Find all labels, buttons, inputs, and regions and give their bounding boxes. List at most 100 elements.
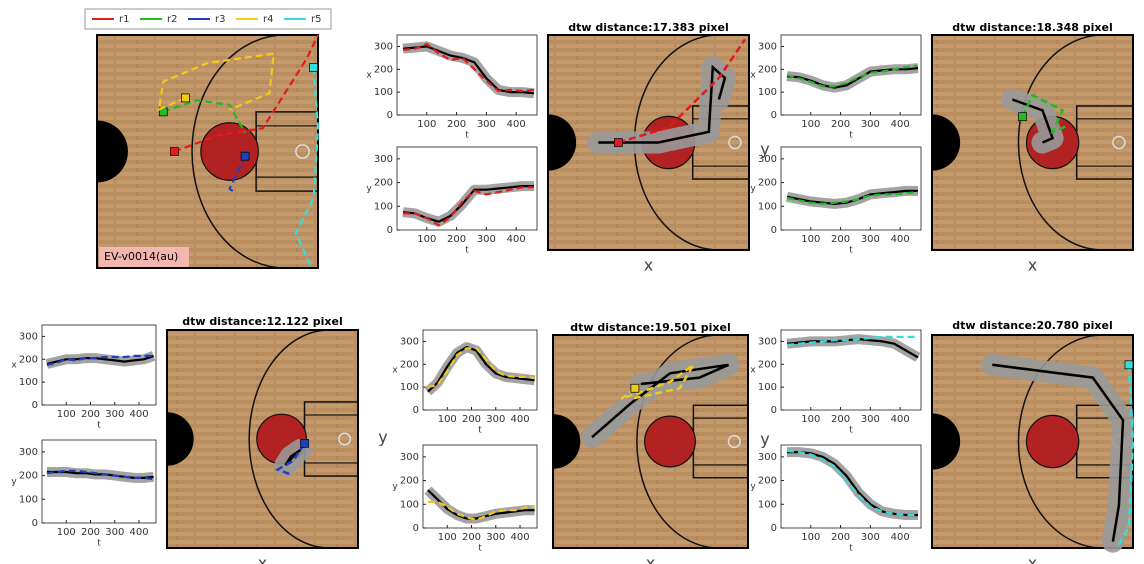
y-tick-label: 200 bbox=[400, 476, 419, 487]
y-tick-label: 300 bbox=[758, 336, 777, 347]
y-axis-label: y bbox=[392, 482, 398, 492]
free-throw-circle bbox=[201, 123, 258, 180]
figure: r1r2r3r4r5EV-v0014(au)dtw distance:17.38… bbox=[0, 0, 1144, 564]
y-tick-label: 100 bbox=[400, 382, 419, 393]
y-tick-label: 200 bbox=[758, 359, 777, 370]
legend-label: r1 bbox=[119, 14, 129, 25]
y-tick-label: 200 bbox=[374, 178, 393, 189]
y-tick-label: 100 bbox=[374, 201, 393, 212]
y-tick-label: 300 bbox=[19, 331, 38, 342]
legend-label: r3 bbox=[215, 14, 225, 25]
y-tick-label: 0 bbox=[387, 225, 393, 236]
y-tick-label: 0 bbox=[413, 523, 419, 534]
start-marker bbox=[1018, 113, 1026, 121]
court-x-label: x bbox=[258, 554, 267, 564]
y-tick-label: 300 bbox=[374, 41, 393, 52]
x-tick-label: 100 bbox=[801, 234, 820, 245]
y-axis-label: x bbox=[750, 71, 756, 81]
x-tick-label: 300 bbox=[477, 234, 496, 245]
x-tick-label: 300 bbox=[861, 532, 880, 543]
start-marker bbox=[631, 384, 639, 392]
x-tick-label: 100 bbox=[57, 409, 76, 420]
panel-title: dtw distance:12.122 pixel bbox=[182, 315, 342, 328]
y-tick-label: 200 bbox=[758, 64, 777, 75]
y-tick-label: 300 bbox=[19, 447, 38, 458]
x-axis-label: t bbox=[465, 246, 469, 256]
y-tick-label: 200 bbox=[758, 476, 777, 487]
court-x-label: x bbox=[1028, 554, 1037, 564]
x-tick-label: 300 bbox=[486, 414, 505, 425]
start-marker bbox=[181, 94, 189, 102]
x-tick-label: 200 bbox=[447, 234, 466, 245]
start-marker bbox=[614, 139, 622, 147]
x-tick-label: 100 bbox=[801, 414, 820, 425]
x-tick-label: 400 bbox=[507, 234, 526, 245]
y-tick-label: 200 bbox=[374, 64, 393, 75]
panel-title: dtw distance:17.383 pixel bbox=[568, 21, 728, 34]
x-tick-label: 300 bbox=[486, 532, 505, 543]
x-tick-label: 200 bbox=[462, 414, 481, 425]
court-x-label: x bbox=[644, 256, 653, 275]
x-tick-label: 300 bbox=[105, 527, 124, 538]
y-tick-label: 100 bbox=[758, 382, 777, 393]
x-tick-label: 400 bbox=[891, 414, 910, 425]
x-tick-label: 100 bbox=[57, 527, 76, 538]
legend-label: r4 bbox=[263, 14, 273, 25]
x-tick-label: 200 bbox=[462, 532, 481, 543]
y-tick-label: 300 bbox=[758, 154, 777, 165]
y-tick-label: 200 bbox=[19, 354, 38, 365]
y-tick-label: 300 bbox=[758, 41, 777, 52]
free-throw-circle bbox=[1026, 415, 1078, 467]
x-tick-label: 300 bbox=[105, 409, 124, 420]
y-tick-label: 300 bbox=[400, 452, 419, 463]
y-tick-label: 300 bbox=[374, 154, 393, 165]
x-tick-label: 300 bbox=[477, 119, 496, 130]
x-axis-label: t bbox=[97, 421, 101, 431]
x-tick-label: 100 bbox=[438, 414, 457, 425]
panel-title: dtw distance:20.780 pixel bbox=[952, 319, 1112, 332]
y-axis-label: y bbox=[750, 482, 756, 492]
y-tick-label: 0 bbox=[387, 110, 393, 121]
y-axis-label: y bbox=[366, 184, 372, 194]
x-tick-label: 400 bbox=[891, 119, 910, 130]
x-tick-label: 200 bbox=[447, 119, 466, 130]
x-tick-label: 400 bbox=[510, 532, 529, 543]
court-x-label: x bbox=[1028, 256, 1037, 275]
x-tick-label: 300 bbox=[861, 119, 880, 130]
y-tick-label: 300 bbox=[400, 336, 419, 347]
start-marker bbox=[241, 152, 249, 160]
x-tick-label: 400 bbox=[891, 532, 910, 543]
y-tick-label: 0 bbox=[771, 405, 777, 416]
y-tick-label: 200 bbox=[19, 471, 38, 482]
y-tick-label: 200 bbox=[400, 359, 419, 370]
court-y-label: y bbox=[760, 430, 769, 449]
y-tick-label: 0 bbox=[413, 405, 419, 416]
start-marker bbox=[301, 439, 309, 447]
x-axis-label: t bbox=[97, 539, 101, 549]
x-tick-label: 400 bbox=[129, 409, 148, 420]
y-tick-label: 200 bbox=[758, 178, 777, 189]
x-tick-label: 300 bbox=[861, 414, 880, 425]
y-tick-label: 0 bbox=[771, 225, 777, 236]
court-x-label: x bbox=[646, 554, 655, 564]
x-tick-label: 200 bbox=[831, 532, 850, 543]
y-tick-label: 100 bbox=[374, 87, 393, 98]
overview-label: EV-v0014(au) bbox=[104, 250, 178, 263]
legend-label: r5 bbox=[311, 14, 321, 25]
x-tick-label: 200 bbox=[81, 409, 100, 420]
start-marker bbox=[310, 64, 318, 72]
x-axis-label: t bbox=[478, 544, 482, 554]
x-tick-label: 100 bbox=[417, 234, 436, 245]
y-tick-label: 100 bbox=[400, 499, 419, 510]
y-axis-label: x bbox=[392, 366, 398, 376]
y-tick-label: 0 bbox=[771, 523, 777, 534]
x-axis-label: t bbox=[849, 544, 853, 554]
x-tick-label: 100 bbox=[801, 532, 820, 543]
court-y-label: y bbox=[378, 428, 387, 447]
y-tick-label: 100 bbox=[19, 377, 38, 388]
y-axis-label: x bbox=[750, 366, 756, 376]
free-throw-circle bbox=[645, 416, 696, 467]
y-axis-label: y bbox=[750, 184, 756, 194]
x-tick-label: 100 bbox=[438, 532, 457, 543]
x-axis-label: t bbox=[849, 131, 853, 141]
